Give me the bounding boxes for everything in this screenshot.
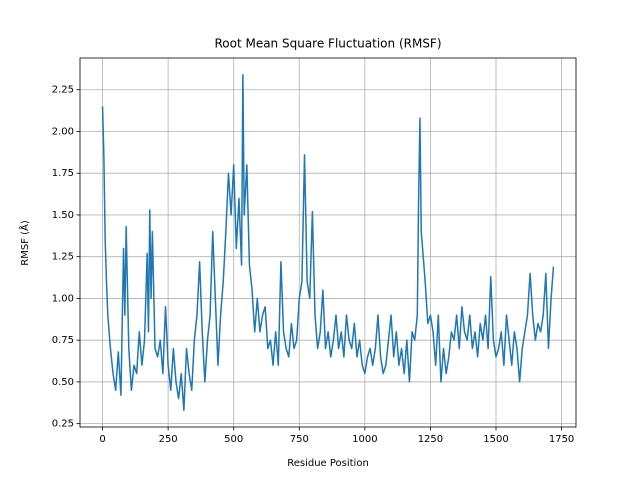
x-tick-label: 1000: [352, 434, 377, 445]
x-axis-label: Residue Position: [287, 458, 369, 469]
x-tick-label: 1750: [549, 434, 574, 445]
y-tick-label: 1.25: [52, 252, 74, 263]
y-tick-label: 1.00: [52, 293, 74, 304]
y-tick-label: 1.75: [52, 168, 74, 179]
y-tick-label: 2.25: [52, 85, 74, 96]
y-tick-label: 0.50: [52, 377, 74, 388]
x-tick-label: 750: [290, 434, 309, 445]
y-tick-label: 2.00: [52, 126, 74, 137]
data-line: [101, 73, 555, 412]
x-tick-label: 500: [224, 434, 243, 445]
y-tick-label: 0.25: [52, 419, 74, 430]
y-tick-label: 1.50: [52, 210, 74, 221]
x-tick-label: 1250: [418, 434, 443, 445]
x-tick-label: 0: [99, 434, 105, 445]
chart-title: Root Mean Square Fluctuation (RMSF): [214, 37, 441, 51]
plot-frame: [79, 57, 577, 428]
x-tick-label: 250: [159, 434, 178, 445]
y-tick-label: 0.75: [52, 335, 74, 346]
y-axis-label: RMSF (Å): [18, 220, 31, 266]
x-tick-label: 1500: [483, 434, 508, 445]
